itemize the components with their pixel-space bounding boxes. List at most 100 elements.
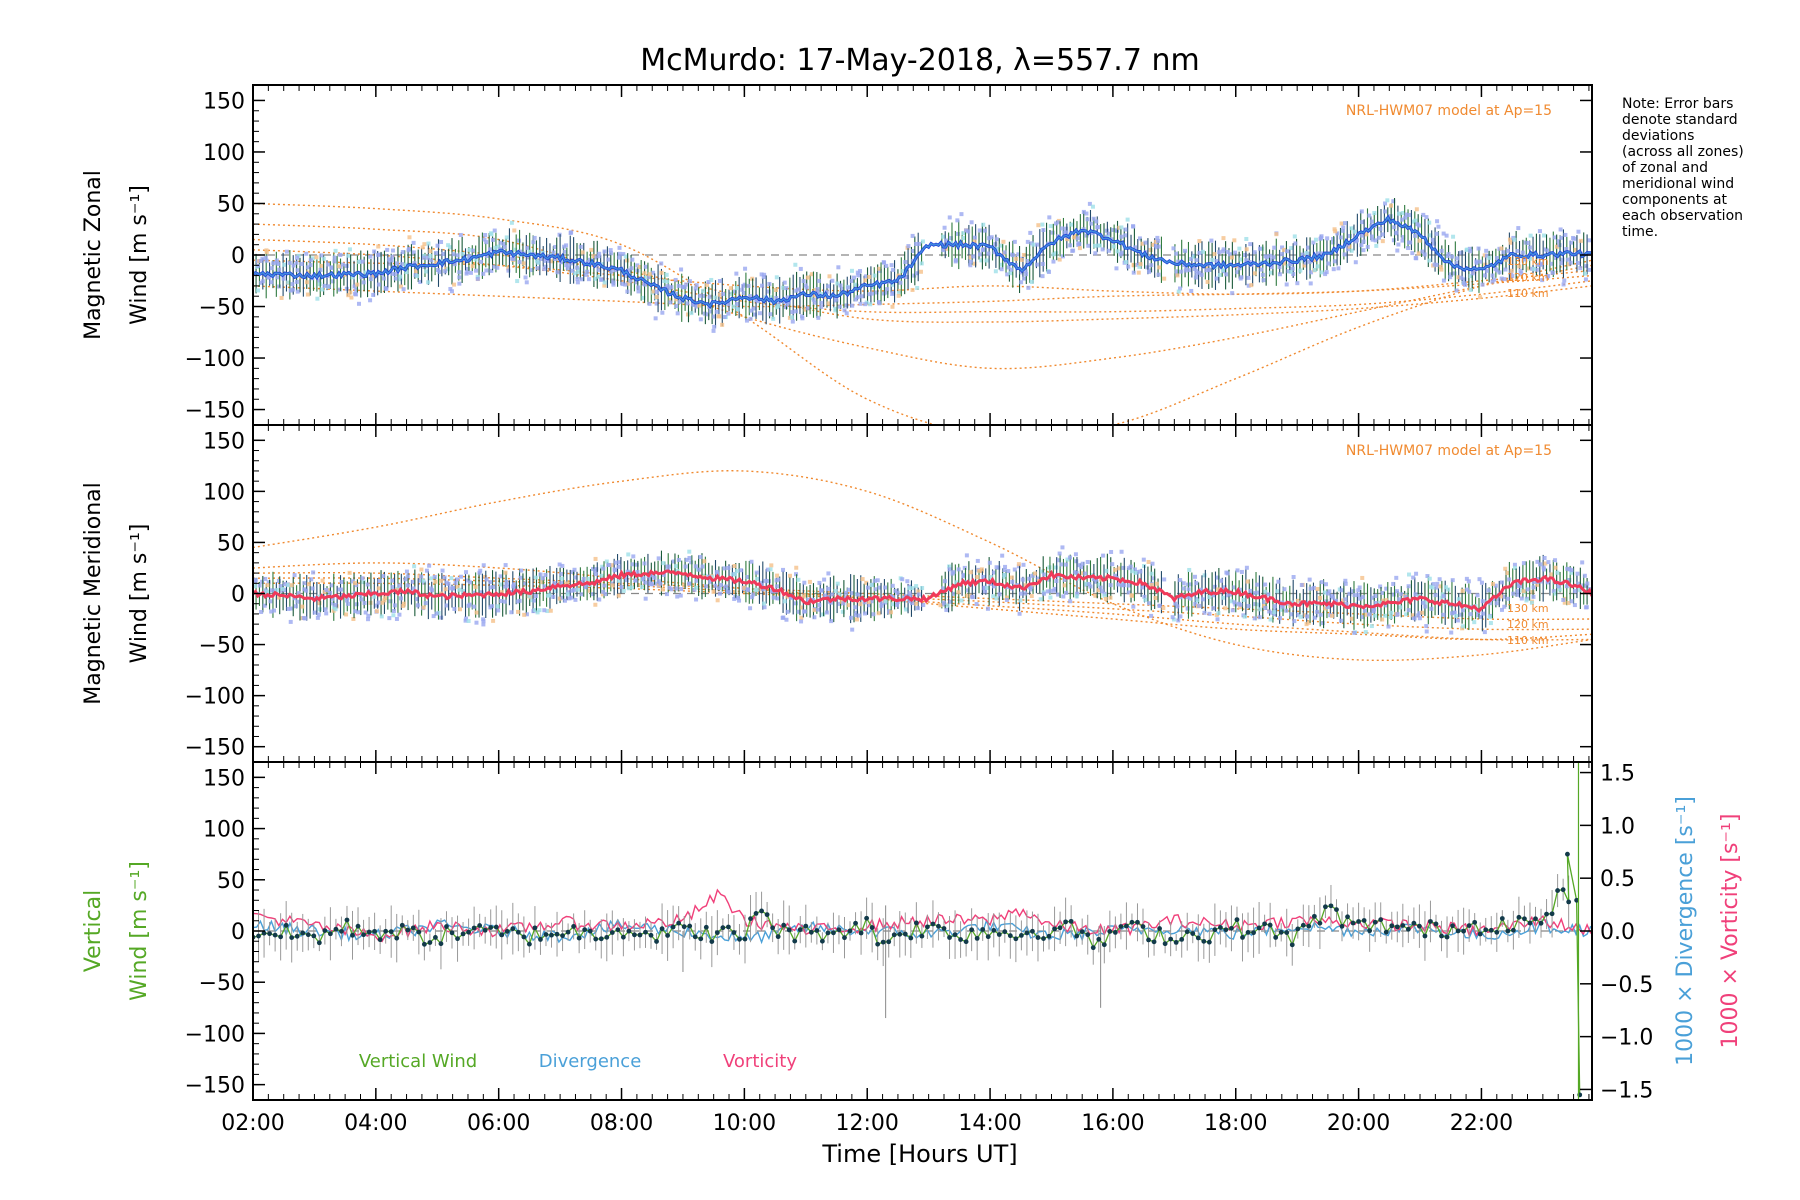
scatter-point <box>1535 262 1540 267</box>
x-tick-label: 14:00 <box>958 1111 1021 1136</box>
scatter-point <box>711 589 716 594</box>
scatter-point <box>572 271 577 276</box>
y-axis-label-line2: Wind [m s⁻¹] <box>127 185 152 325</box>
scatter-point <box>495 604 500 609</box>
scatter-point <box>511 256 516 261</box>
scatter-point <box>1223 606 1228 611</box>
scatter-point <box>1435 219 1440 224</box>
scatter-point <box>484 253 489 258</box>
scatter-point <box>288 619 293 624</box>
scatter-point <box>1499 246 1504 251</box>
scatter-point <box>694 303 699 308</box>
x-tick-label: 20:00 <box>1327 1111 1390 1136</box>
scatter-point <box>265 583 270 588</box>
scatter-point <box>1515 592 1520 597</box>
vertical-wind-point <box>908 935 914 941</box>
scatter-point <box>692 587 697 592</box>
scatter-point <box>352 284 357 289</box>
scatter-point <box>1413 233 1418 238</box>
scatter-point <box>1096 588 1101 593</box>
scatter-point <box>1296 612 1301 617</box>
scatter-point <box>972 239 977 244</box>
scatter-point <box>1493 583 1498 588</box>
scatter-point <box>265 589 270 594</box>
scatter-point <box>1462 277 1467 282</box>
scatter-point <box>1584 264 1589 269</box>
scatter-point <box>1016 562 1021 567</box>
scatter-point <box>965 593 970 598</box>
scatter-point <box>575 280 580 285</box>
scatter-point <box>1001 239 1006 244</box>
scatter-point <box>1497 270 1502 275</box>
scatter-point <box>1263 605 1268 610</box>
scatter-point <box>460 251 465 256</box>
scatter-point <box>1035 242 1040 247</box>
vertical-wind-point <box>394 935 400 941</box>
vertical-wind-point <box>1323 904 1328 910</box>
scatter-point <box>1215 587 1220 592</box>
scatter-point <box>1244 258 1249 263</box>
scatter-point <box>735 569 740 574</box>
scatter-point <box>822 577 827 582</box>
scatter-point <box>1186 587 1191 592</box>
scatter-point <box>1505 571 1510 576</box>
scatter-point <box>1504 257 1509 262</box>
scatter-point <box>268 599 273 604</box>
scatter-point <box>315 296 320 301</box>
scatter-point <box>849 278 854 283</box>
scatter-point <box>1472 267 1477 272</box>
scatter-point <box>253 584 257 589</box>
scatter-point <box>1104 568 1109 573</box>
scatter-point <box>590 592 595 597</box>
scatter-point <box>994 237 999 242</box>
scatter-point <box>488 231 493 236</box>
scatter-point <box>621 252 626 257</box>
scatter-point <box>1354 238 1359 243</box>
scatter-point <box>677 299 682 304</box>
scatter-point <box>903 260 908 265</box>
scatter-point <box>1244 236 1249 241</box>
scatter-point <box>1324 270 1329 275</box>
mean-wind-line <box>253 569 1592 614</box>
y-tick-label: 100 <box>203 141 245 166</box>
scatter-point <box>401 287 406 292</box>
scatter-point <box>1162 276 1167 281</box>
scatter-point <box>1455 618 1460 623</box>
scatter-point <box>869 291 874 296</box>
scatter-point <box>794 565 799 570</box>
scatter-point <box>1464 247 1469 252</box>
scatter-point <box>1470 271 1475 276</box>
scatter-point <box>1515 589 1520 594</box>
scatter-point <box>587 257 592 262</box>
scatter-point <box>1569 599 1574 604</box>
scatter-point <box>354 583 359 588</box>
scatter-point <box>694 578 699 583</box>
scatter-point <box>1380 590 1385 595</box>
scatter-point <box>1069 222 1074 227</box>
scatter-point <box>1029 594 1034 599</box>
scatter-point <box>1462 281 1467 286</box>
scatter-point <box>553 244 558 249</box>
scatter-point <box>1193 601 1198 606</box>
scatter-point <box>1137 264 1142 269</box>
scatter-point <box>896 293 901 298</box>
scatter-point <box>573 597 578 602</box>
scatter-point <box>1410 251 1415 256</box>
scatter-point <box>974 602 979 607</box>
scatter-point <box>748 316 753 321</box>
scatter-point <box>559 571 564 576</box>
scatter-point <box>415 597 420 602</box>
scatter-point <box>1150 561 1155 566</box>
note-line: each observation <box>1622 208 1743 224</box>
scatter-point <box>684 282 689 287</box>
scatter-point <box>789 315 794 320</box>
scatter-point <box>992 584 997 589</box>
scatter-point <box>775 573 780 578</box>
scatter-point <box>317 278 322 283</box>
scatter-point <box>1512 237 1517 242</box>
scatter-point <box>539 256 544 261</box>
scatter-point <box>1282 587 1287 592</box>
vertical-wind-point <box>388 929 394 935</box>
scatter-point <box>1210 258 1215 263</box>
